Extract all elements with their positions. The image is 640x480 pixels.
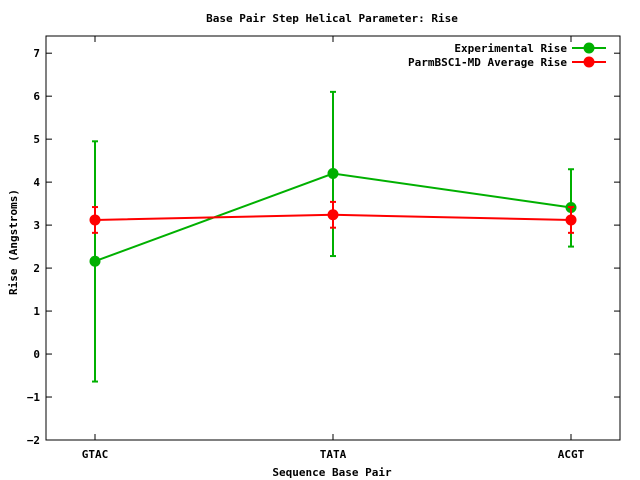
series-1 (89, 200, 577, 234)
y-tick-label: −1 (27, 391, 41, 404)
x-tick-label: GTAC (82, 448, 109, 461)
y-axis-label: Rise (Angstroms) (7, 189, 20, 295)
y-tick-label: 0 (33, 348, 40, 361)
legend-label: ParmBSC1-MD Average Rise (408, 56, 567, 69)
y-tick-label: 6 (33, 90, 40, 103)
chart-title: Base Pair Step Helical Parameter: Rise (206, 12, 458, 25)
axis-ticks: −2 −1 0 1 2 3 4 5 6 7 GTAC TATA ACGT (27, 36, 620, 461)
y-tick-label: 2 (33, 262, 40, 275)
series-0 (89, 90, 577, 383)
data-point (327, 209, 339, 221)
x-tick-label: TATA (320, 448, 347, 461)
legend-label: Experimental Rise (454, 42, 567, 55)
data-point (89, 214, 101, 226)
y-tick-label: 1 (33, 305, 40, 318)
x-axis-label: Sequence Base Pair (272, 466, 392, 479)
x-tick-label: ACGT (558, 448, 585, 461)
legend-marker (583, 56, 595, 68)
series-layer (89, 90, 577, 383)
data-point (89, 255, 101, 267)
y-tick-label: 4 (33, 176, 40, 189)
y-tick-label: 3 (33, 219, 40, 232)
data-point (565, 214, 577, 226)
data-point (327, 168, 339, 180)
y-tick-label: 5 (33, 133, 40, 146)
legend-marker (583, 42, 595, 54)
y-tick-label: −2 (27, 434, 40, 447)
y-tick-label: 7 (33, 47, 40, 60)
